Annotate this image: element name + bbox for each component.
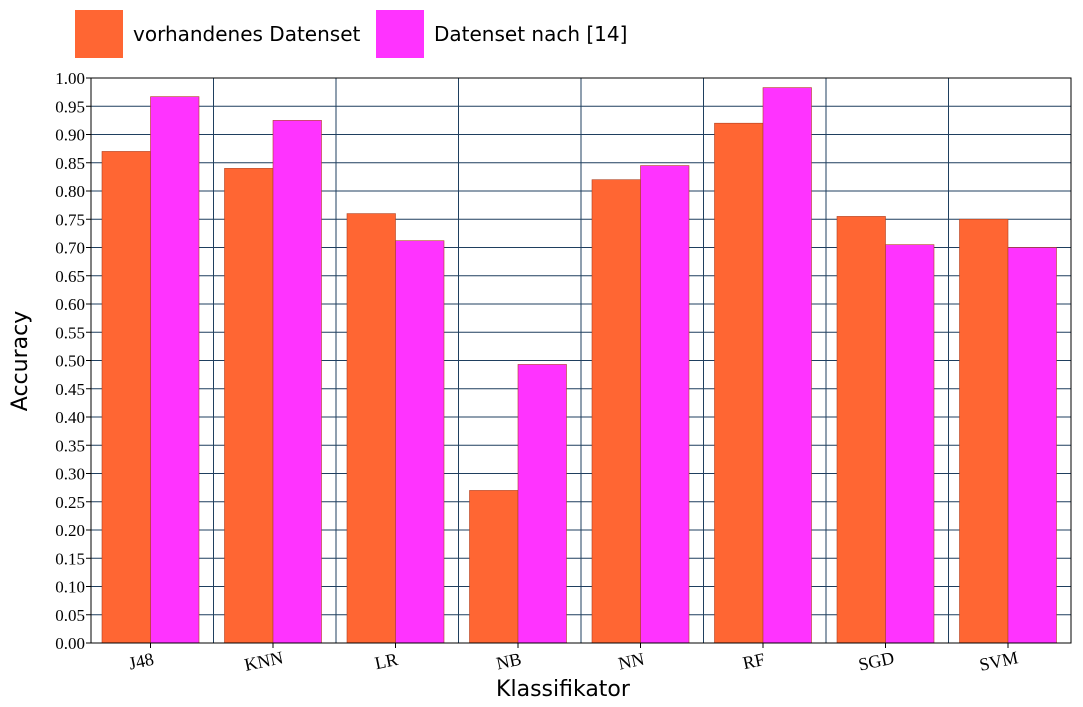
x-tick-label: NN [616,649,646,674]
bar-j48-series-2 [150,96,200,644]
bar-j48-series-1 [101,151,151,644]
y-tick-label: 0.65 [55,267,85,286]
x-axis-ticks: J48 KNN LR NB NN RF SGD SVM [127,643,1020,675]
bar-knn-series-1 [224,168,274,644]
y-tick-label: 0.20 [55,521,85,540]
y-tick-label: 0.30 [55,465,85,484]
bar-rf-series-2 [762,87,812,644]
y-tick-label: 1.00 [55,69,85,88]
legend-swatch-series-1 [75,10,123,58]
vertical-gridlines [213,78,949,643]
bar-rf-series-1 [714,122,764,644]
y-tick-label: 0.15 [55,549,85,568]
x-axis-title: Klassifikator [496,677,631,702]
y-tick-label: 0.50 [55,352,85,371]
bar-nb-series-2 [517,364,567,644]
bar-lr-series-2 [395,240,445,644]
legend-entry-series-2: Datenset nach [14] [376,10,627,58]
bar-knn-series-2 [272,120,322,644]
y-tick-label: 0.80 [55,182,85,201]
x-tick-label: KNN [243,647,285,675]
y-tick-label: 0.45 [55,380,85,399]
y-tick-label: 0.60 [55,295,85,314]
y-axis-ticks: 0.00 0.05 0.10 0.15 0.20 0.25 0.30 0.35 0.40 0.45… [55,69,91,653]
legend: vorhandenes Datenset Datenset nach [14] [75,10,627,58]
y-axis-title: Accuracy [8,311,33,411]
bars [101,87,1057,644]
legend-swatch-series-2 [376,10,424,58]
y-tick-label: 0.10 [55,578,85,597]
y-tick-label: 0.40 [55,408,85,427]
legend-entry-series-1: vorhandenes Datenset [75,10,361,58]
x-tick-label: NB [494,649,523,674]
bar-sgd-series-1 [836,216,886,644]
y-tick-label: 0.95 [55,97,85,116]
x-tick-label: J48 [127,649,156,674]
y-tick-label: 0.70 [55,239,85,258]
bar-nn-series-1 [591,179,641,644]
bar-nb-series-1 [469,490,519,644]
bar-sgd-series-2 [885,244,935,644]
y-tick-label: 0.05 [55,606,85,625]
legend-label-series-2: Datenset nach [14] [434,22,627,46]
y-tick-label: 0.75 [55,210,85,229]
x-tick-label: SVM [978,647,1020,675]
x-tick-label: RF [741,649,767,673]
x-tick-label: SGD [857,648,896,675]
bar-nn-series-2 [640,165,690,644]
y-tick-label: 0.55 [55,323,85,342]
x-tick-label: LR [373,649,400,673]
legend-label-series-1: vorhandenes Datenset [133,22,361,46]
bar-lr-series-1 [346,213,396,644]
y-tick-label: 0.85 [55,154,85,173]
y-tick-label: 0.35 [55,436,85,455]
y-tick-label: 0.90 [55,126,85,145]
y-tick-label: 0.00 [55,634,85,653]
bar-svm-series-2 [1007,247,1057,644]
y-tick-label: 0.25 [55,493,85,512]
bar-svm-series-1 [959,218,1009,644]
